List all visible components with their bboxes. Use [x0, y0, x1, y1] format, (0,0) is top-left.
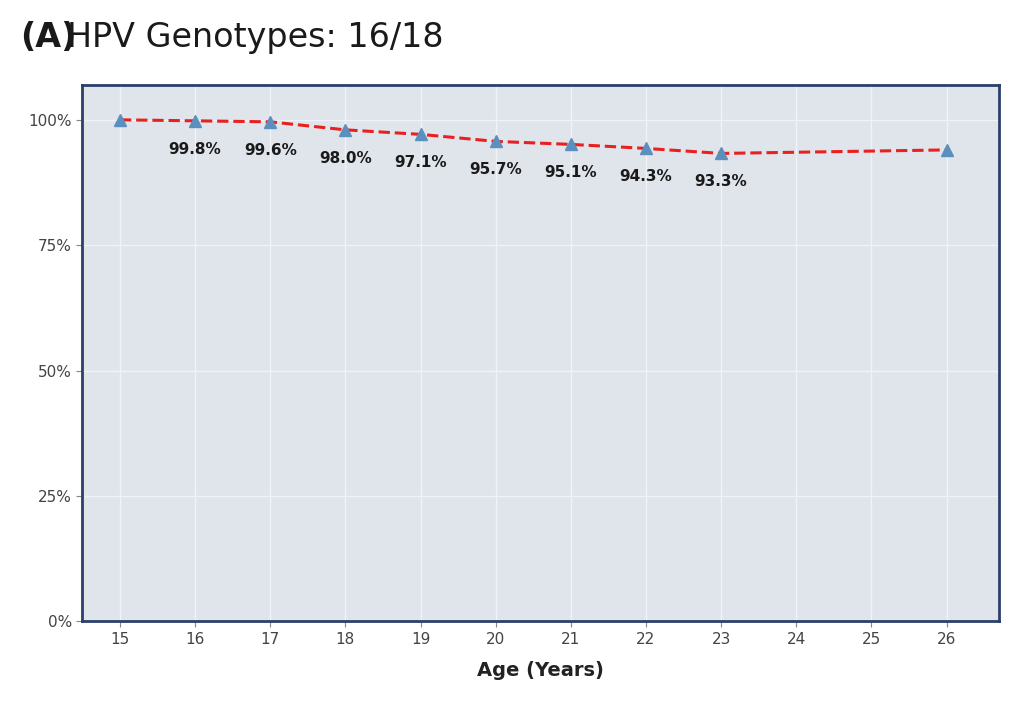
Text: 97.1%: 97.1%: [394, 155, 447, 170]
Text: HPV Genotypes: 16/18: HPV Genotypes: 16/18: [67, 21, 444, 54]
Text: 98.0%: 98.0%: [319, 150, 372, 166]
Text: 95.1%: 95.1%: [545, 165, 597, 180]
X-axis label: Age (Years): Age (Years): [477, 661, 605, 680]
Text: 93.3%: 93.3%: [694, 174, 748, 189]
Text: 99.6%: 99.6%: [244, 143, 297, 157]
Text: 99.8%: 99.8%: [169, 142, 221, 157]
Text: 94.3%: 94.3%: [620, 169, 673, 184]
Text: (A): (A): [21, 21, 77, 54]
Text: 95.7%: 95.7%: [470, 162, 522, 177]
